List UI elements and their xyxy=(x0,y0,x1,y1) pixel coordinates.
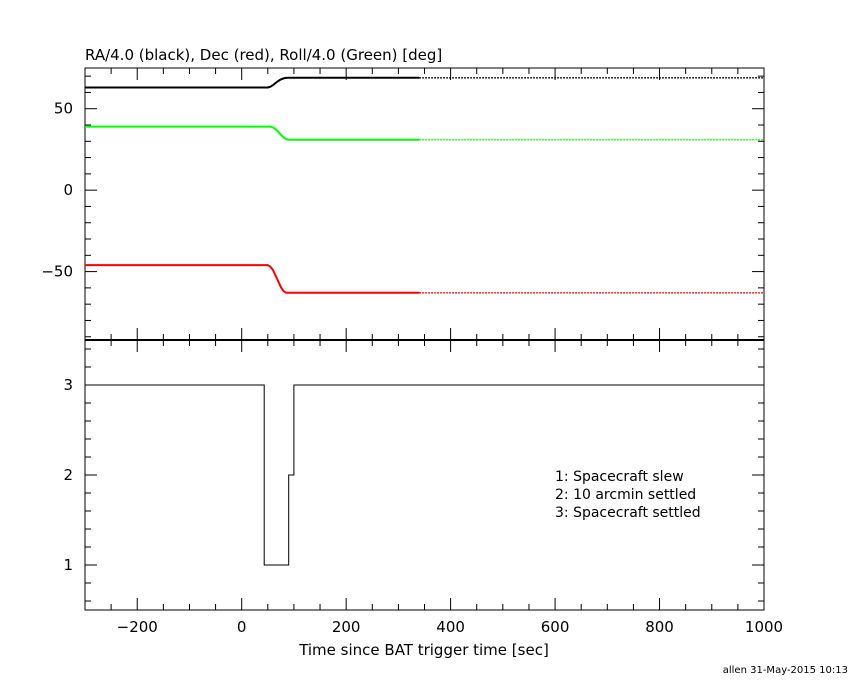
y-tick-label: 1 xyxy=(63,556,73,574)
legend-annotation-settled: 3: Spacecraft settled xyxy=(555,505,701,521)
y-tick-label: 3 xyxy=(63,376,73,394)
top-panel-frame xyxy=(84,67,765,341)
series-line-1 xyxy=(85,125,420,141)
y-tick-label: 2 xyxy=(63,466,73,484)
series-line-2 xyxy=(85,264,420,294)
y-tick-label: −50 xyxy=(41,263,73,281)
x-axis-label: Time since BAT trigger time [sec] xyxy=(298,641,549,659)
x-tick-label: 1000 xyxy=(745,618,783,636)
x-tick-label: 800 xyxy=(645,618,674,636)
x-tick-label: −200 xyxy=(117,618,158,636)
series-line-0 xyxy=(85,76,420,89)
legend-annotation-10arcmin: 2: 10 arcmin settled xyxy=(555,487,696,503)
y-tick-label: 0 xyxy=(63,181,73,199)
chart-title: RA/4.0 (black), Dec (red), Roll/4.0 (Gre… xyxy=(85,46,442,64)
x-tick-label: 200 xyxy=(332,618,361,636)
x-tick-label: 0 xyxy=(237,618,247,636)
legend-annotation-slew: 1: Spacecraft slew xyxy=(555,469,684,485)
footer-credit: allen 31-May-2015 10:13 xyxy=(723,665,848,676)
status-step-line xyxy=(85,384,764,566)
x-tick-label: 400 xyxy=(436,618,465,636)
x-tick-label: 600 xyxy=(541,618,570,636)
y-tick-label: 50 xyxy=(54,100,73,118)
